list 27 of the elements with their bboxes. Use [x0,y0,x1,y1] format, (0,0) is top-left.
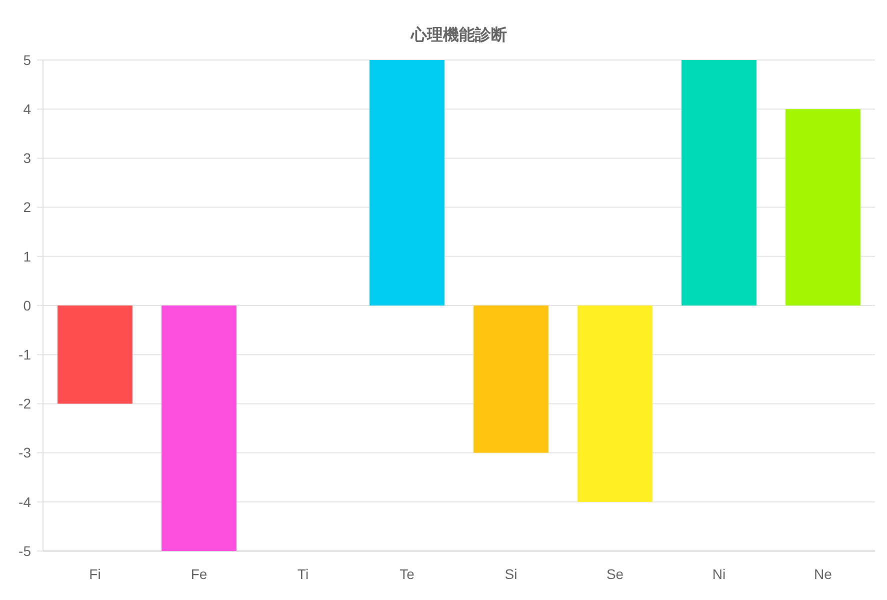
x-tick-label: Se [606,566,624,582]
y-tick-label: 5 [23,52,32,68]
y-tick-label: -1 [18,346,32,362]
x-tick-label: Fi [89,566,101,582]
x-tick-label: Ne [814,566,832,582]
x-tick-label: Ti [297,566,309,582]
y-tick-label: 3 [23,150,32,166]
y-tick-label: -3 [18,444,32,461]
x-tick-label: Te [400,566,415,582]
bar [786,109,860,306]
x-tick-label: Si [504,566,518,582]
chart-title: 心理機能診断 [410,25,507,44]
bar [162,306,236,551]
bar [58,306,132,404]
y-tick-label: -2 [18,396,32,412]
y-tick-label: 1 [23,248,32,264]
bar [682,60,756,306]
y-tick-label: -4 [18,494,32,510]
y-tick-label: 0 [23,297,32,314]
y-tick-label: -5 [18,542,32,559]
bar [370,60,444,306]
bar [474,306,548,453]
x-tick-label: Ni [712,566,726,582]
bar [578,306,652,502]
x-tick-label: Fe [190,566,208,582]
y-tick-label: 4 [23,101,32,117]
y-tick-label: 2 [23,199,32,216]
